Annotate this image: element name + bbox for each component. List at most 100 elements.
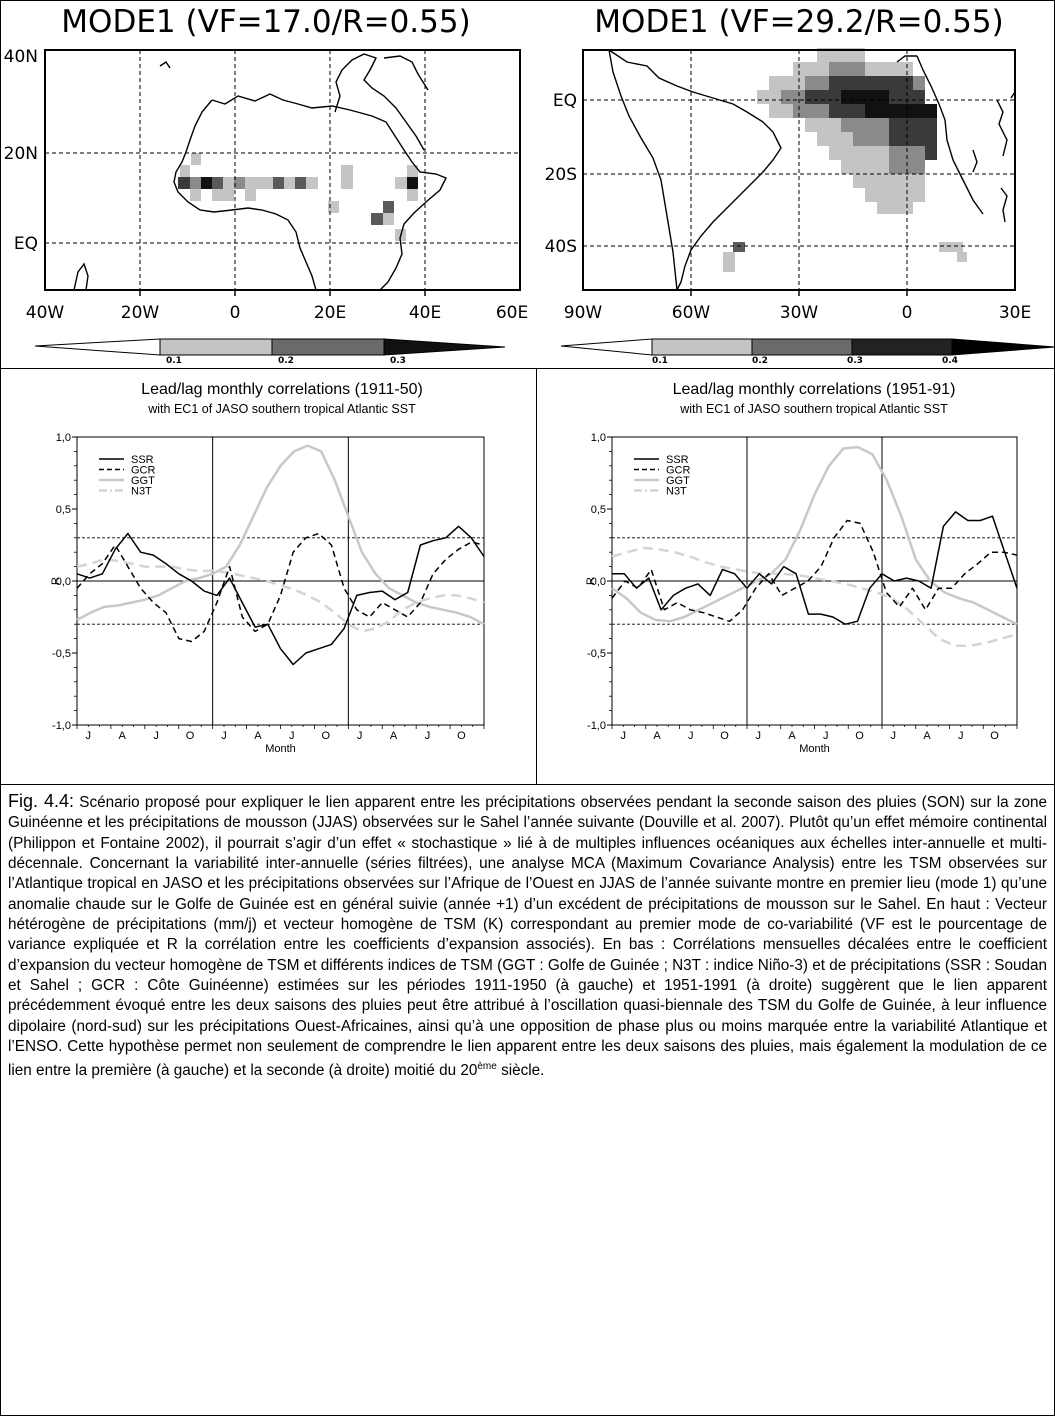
chart-title: Lead/lag monthly correlations (1911-50): [141, 381, 423, 398]
x-tick-label: A: [788, 730, 796, 742]
grid-lines: [45, 50, 520, 290]
colorbar-label: 0.3: [390, 356, 406, 366]
lat-label: EQ: [14, 234, 38, 254]
correlation-chart-1911-50: Lead/lag monthly correlations (1911-50) w…: [50, 381, 485, 755]
chart-title: Lead/lag monthly correlations (1951-91): [673, 381, 956, 398]
x-tick-label: O: [321, 730, 330, 742]
legend-label: GGT: [131, 475, 155, 487]
x-tick-label: J: [688, 730, 694, 742]
x-tick-label: O: [186, 730, 195, 742]
x-tick-label: J: [891, 730, 897, 742]
y-axis-label: R: [585, 577, 597, 585]
lat-label: 40S: [545, 237, 577, 257]
map-shading: [723, 48, 967, 272]
caption-body: Scénario proposé pour expliquer le lien …: [8, 794, 1048, 1080]
lon-label: 40W: [26, 303, 65, 323]
coastline: [73, 53, 447, 291]
map-tick-marks: [690, 290, 908, 296]
lon-label: 0: [902, 303, 913, 323]
lon-label: 90W: [564, 303, 603, 323]
y-tick-label: 1,0: [591, 432, 606, 444]
correlation-chart-1951-91: Lead/lag monthly correlations (1951-91) w…: [585, 381, 1018, 755]
y-tick-label: 0,0: [591, 576, 606, 588]
x-tick-label: A: [923, 730, 931, 742]
lon-label: 60W: [672, 303, 711, 323]
x-tick-label: A: [254, 730, 262, 742]
chart-subtitle: with EC1 of JASO southern tropical Atlan…: [147, 402, 416, 416]
colorbar-label: 0.1: [652, 356, 668, 366]
x-tick-label: J: [357, 730, 363, 742]
series-line-n3t: [76, 558, 485, 633]
legend-label: GGT: [666, 475, 690, 487]
coastline: [608, 49, 1016, 291]
series-line-ggt: [76, 444, 485, 626]
caption-lead: Fig. 4.4:: [8, 791, 75, 811]
lat-label: 20S: [545, 165, 577, 185]
series-line-ssr: [612, 511, 1018, 625]
x-axis-label: Month: [799, 743, 830, 755]
series-line-gcr: [611, 519, 1018, 623]
lat-label: 40N: [4, 47, 38, 67]
map-frame: [44, 49, 521, 291]
lat-label: EQ: [553, 91, 577, 111]
x-tick-label: A: [653, 730, 661, 742]
map-tick-marks: [139, 290, 426, 296]
y-tick-label: -0,5: [52, 648, 71, 660]
legend-label: SSR: [666, 454, 689, 466]
x-tick-label: J: [756, 730, 762, 742]
y-tick-label: -1,0: [587, 720, 606, 732]
series-line-ggt: [611, 445, 1018, 626]
x-axis-label: Month: [265, 743, 296, 755]
caption-body-end: siècle.: [496, 1062, 545, 1080]
map-panel-right: MODE1 (VF=29.2/R=0.55): [545, 4, 1055, 366]
y-tick-label: 0,5: [56, 504, 71, 516]
x-tick-label: O: [990, 730, 999, 742]
grid-lines: [583, 50, 1015, 290]
map-panel-left: MODE1 (VF=17.0/R=0.55): [4, 4, 529, 366]
x-tick-label: J: [425, 730, 431, 742]
x-tick-label: A: [119, 730, 127, 742]
lon-label: 30E: [999, 303, 1031, 323]
x-tick-label: A: [390, 730, 398, 742]
lon-label: 0: [230, 303, 241, 323]
colorbar-label: 0.2: [752, 356, 768, 366]
x-tick-label: O: [855, 730, 864, 742]
y-tick-label: 0,0: [56, 576, 71, 588]
x-tick-label: O: [457, 730, 466, 742]
map-title: MODE1 (VF=29.2/R=0.55): [594, 4, 1003, 40]
x-tick-label: J: [289, 730, 295, 742]
x-tick-label: O: [720, 730, 729, 742]
y-tick-label: -0,5: [587, 648, 606, 660]
y-tick-label: 1,0: [56, 432, 71, 444]
y-axis-label: R: [50, 577, 62, 585]
figure-caption: Fig. 4.4: Scénario proposé pour explique…: [8, 791, 1047, 1082]
x-tick-label: J: [621, 730, 627, 742]
map-title: MODE1 (VF=17.0/R=0.55): [61, 4, 470, 40]
series-line-n3t: [611, 546, 1018, 648]
legend-label: N3T: [131, 486, 152, 498]
lon-label: 60E: [496, 303, 528, 323]
y-tick-label: 0,5: [591, 504, 606, 516]
lon-label: 20E: [314, 303, 346, 323]
lat-label: 20N: [4, 144, 38, 164]
colorbar-label: 0.3: [847, 356, 863, 366]
chart-subtitle: with EC1 of JASO southern tropical Atlan…: [679, 402, 948, 416]
series-line-ssr: [76, 525, 485, 666]
colorbar-label: 0.2: [278, 356, 294, 366]
series-line-gcr: [76, 532, 485, 643]
panel-divider: [0, 368, 1055, 369]
lon-label: 40E: [409, 303, 441, 323]
colorbar: [34, 338, 506, 356]
x-tick-label: J: [86, 730, 92, 742]
x-tick-label: J: [823, 730, 829, 742]
x-tick-label: J: [221, 730, 227, 742]
panel-divider: [536, 369, 537, 784]
lon-label: 30W: [780, 303, 819, 323]
legend-label: GCR: [131, 465, 156, 477]
legend-label: SSR: [131, 454, 154, 466]
x-tick-label: J: [153, 730, 159, 742]
panel-divider: [0, 784, 1055, 785]
lon-label: 20W: [121, 303, 160, 323]
y-tick-label: -1,0: [52, 720, 71, 732]
colorbar-label: 0.4: [942, 356, 958, 366]
